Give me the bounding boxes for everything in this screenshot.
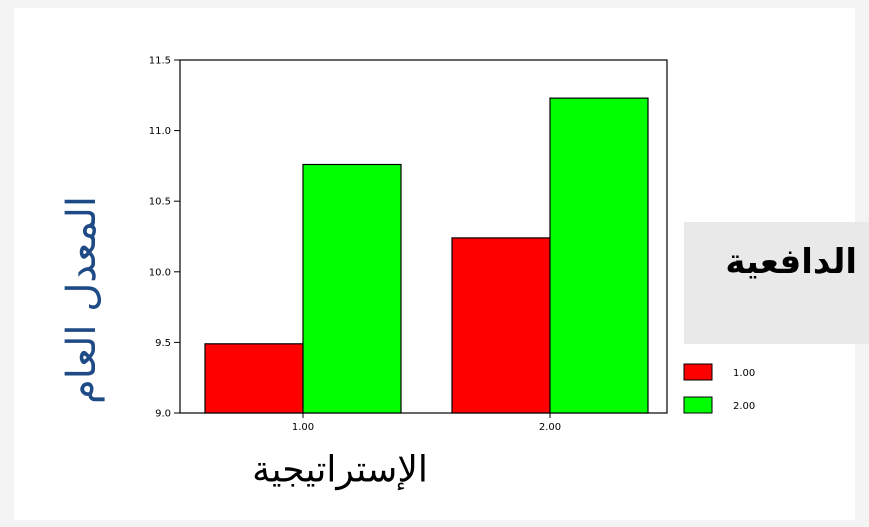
bar-1-series-2 [302,163,402,414]
legend-label: 1.00 [733,368,755,379]
legend-swatch [683,396,713,414]
x-axis-title: الإستراتيجية [252,449,428,491]
legend-swatch [683,363,713,381]
bar-1-series-1 [204,343,304,414]
y-tick-label: 11.0 [149,126,171,137]
y-tick-label: 10.0 [149,267,171,278]
x-tick-label: 1.00 [292,422,314,433]
y-axis-title: المعدل العام [59,195,105,405]
y-tick-label: 9.5 [155,338,171,349]
y-tick-label: 10.5 [149,197,171,208]
bar-2-series-1 [451,237,551,414]
bar-2-series-2 [549,97,649,414]
x-tick-label: 2.00 [539,422,561,433]
legend-title: الدافعية [725,242,857,282]
legend-title-box: الدافعية [684,222,869,344]
y-tick-label: 11.5 [149,56,171,67]
y-tick-label: 9.0 [155,409,171,420]
legend-label: 2.00 [733,401,755,412]
plot-frame [179,59,668,414]
